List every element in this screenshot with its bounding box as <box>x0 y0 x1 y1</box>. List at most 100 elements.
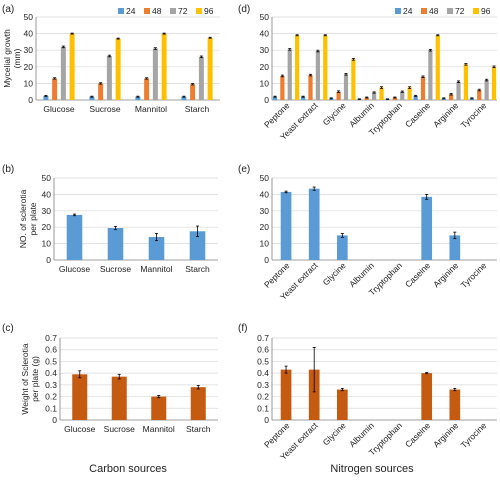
x-tick-label: Tyrocine <box>459 420 489 450</box>
y-tick-label: 20 <box>260 62 270 72</box>
panel-label: (d) <box>238 4 250 15</box>
y-tick-label: 40 <box>260 29 270 39</box>
bar <box>111 376 127 420</box>
bar <box>315 51 320 100</box>
bar <box>190 84 196 100</box>
bar <box>181 96 187 100</box>
bar <box>272 96 278 100</box>
y-tick-label: 0.6 <box>257 345 269 355</box>
footer-right-label: Nitrogen sources <box>330 463 414 475</box>
bar <box>135 96 141 100</box>
x-tick-label: Tyrocine <box>459 100 489 130</box>
y-tick-label: 0 <box>264 255 269 265</box>
bar <box>308 188 320 260</box>
y-tick-label: 0.7 <box>257 333 269 343</box>
y-tick-label: 10 <box>24 78 34 88</box>
legend-label: 24 <box>126 6 136 16</box>
y-axis-label: Mycelial growth(mm) <box>2 29 22 88</box>
bar <box>421 196 433 260</box>
bar <box>379 87 384 100</box>
legend-label: 48 <box>152 6 162 16</box>
y-tick-label: 40 <box>260 189 270 199</box>
y-axis-label-line: per plate <box>28 202 38 235</box>
legend-label: 72 <box>178 6 188 16</box>
y-tick-label: 0 <box>46 255 51 265</box>
bar <box>98 83 104 100</box>
bar <box>484 80 489 100</box>
x-tick-label: Caseine <box>403 420 432 449</box>
legend-swatch <box>395 8 401 14</box>
bar <box>198 56 204 100</box>
bar <box>189 231 206 260</box>
legend-swatch <box>447 8 453 14</box>
bar <box>152 48 158 100</box>
bar <box>66 214 83 260</box>
x-tick-label: Arginine <box>431 100 460 129</box>
bar <box>463 64 468 100</box>
x-tick-label: Sucrose <box>100 264 131 274</box>
y-tick-label: 0.7 <box>45 333 57 343</box>
bar <box>72 374 88 420</box>
x-tick-label: Glycine <box>321 260 348 287</box>
y-axis-label: Weight of Sclerotiaper plate (g) <box>20 343 40 414</box>
y-tick-label: 30 <box>260 45 270 55</box>
x-tick-label: Mannitol <box>140 264 172 274</box>
y-tick-label: 20 <box>24 62 34 72</box>
bar <box>161 33 167 100</box>
legend-label: 96 <box>204 6 214 16</box>
x-tick-label: Mannitol <box>143 424 175 434</box>
y-tick-label: 0.5 <box>257 356 269 366</box>
y-tick-label: 0.1 <box>257 403 269 413</box>
y-tick-label: 40 <box>42 189 52 199</box>
bar <box>190 387 206 420</box>
x-tick-label: Starch <box>185 264 210 274</box>
bar <box>295 35 300 101</box>
legend-label: 24 <box>403 6 413 16</box>
bar <box>207 37 213 100</box>
bar <box>308 369 320 420</box>
bar <box>69 33 75 100</box>
panel-label: (c) <box>2 323 14 334</box>
bar <box>115 38 121 100</box>
x-tick-label: Starch <box>185 104 210 114</box>
footer-left-label: Carbon sources <box>89 463 167 475</box>
legend-swatch <box>421 8 427 14</box>
bar <box>400 91 405 100</box>
y-axis-label: NO. of sclerotiaper plate <box>18 189 38 248</box>
bar <box>491 66 497 100</box>
legend-swatch <box>170 8 176 14</box>
bar <box>336 235 348 260</box>
y-tick-label: 0 <box>28 95 33 105</box>
chart-panel: (b) 0 10 20 30 40 50 NO. of sclerotiaper plate G… <box>2 164 218 274</box>
bar <box>428 50 433 100</box>
bar <box>280 369 292 420</box>
bar <box>280 75 285 100</box>
y-axis-label-line: Mycelial growth <box>2 29 12 88</box>
y-tick-label: 0.4 <box>257 368 269 378</box>
bar <box>392 97 397 100</box>
y-tick-label: 30 <box>260 206 270 216</box>
y-tick-label: 10 <box>260 78 270 88</box>
bar <box>343 74 349 100</box>
x-tick-label: Glycine <box>321 100 348 127</box>
bar <box>148 237 165 260</box>
chart-panel: (c) 0 0.10.2 0.3 0.4 0.50.6 0.7 Weight of Scler… <box>2 323 218 434</box>
bar <box>364 97 369 100</box>
bar <box>477 90 482 100</box>
y-tick-label: 0.2 <box>45 392 57 402</box>
x-tick-label: Tyrocine <box>459 260 489 290</box>
bar <box>323 35 328 101</box>
bar <box>280 191 292 260</box>
x-tick-label: Caseine <box>403 100 432 129</box>
y-tick-label: 50 <box>260 12 270 22</box>
x-tick-label: Sucrose <box>89 104 120 114</box>
x-tick-label: Glycine <box>321 420 348 447</box>
y-tick-label: 50 <box>24 12 34 22</box>
y-tick-label: 30 <box>24 45 34 55</box>
x-tick-label: Arginine <box>431 420 460 449</box>
bar <box>407 87 412 100</box>
bar <box>106 56 112 100</box>
panel-label: (a) <box>2 4 14 15</box>
